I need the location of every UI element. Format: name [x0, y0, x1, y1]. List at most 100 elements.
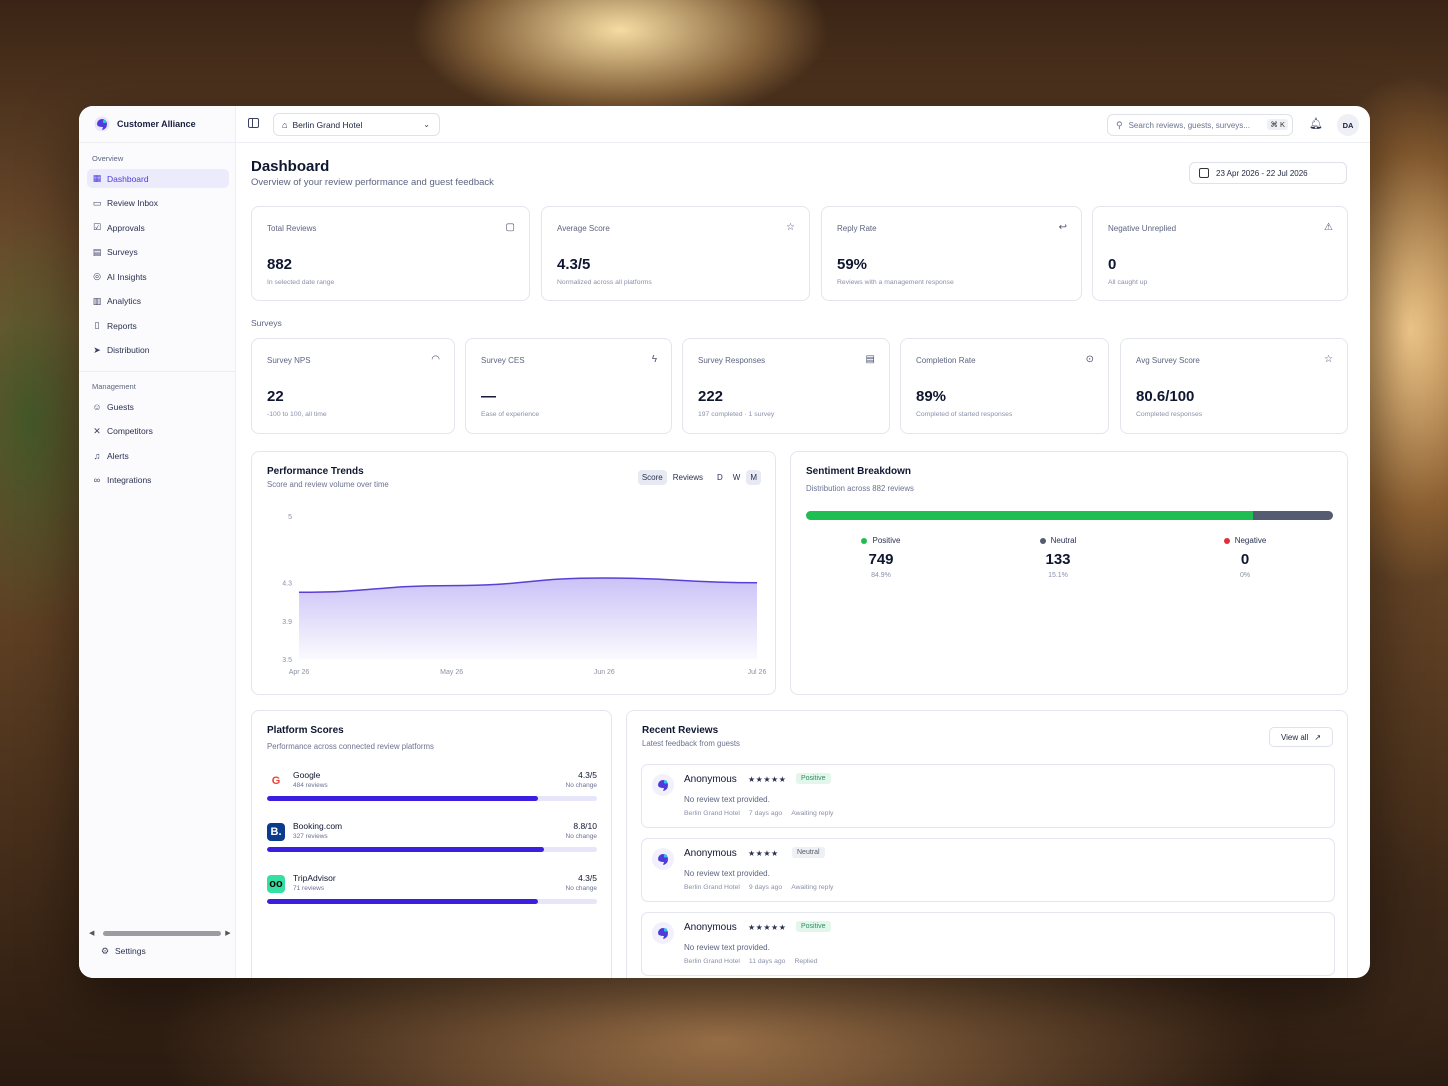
scroll-left-icon[interactable]: ◀: [89, 930, 95, 937]
sentiment-bar: [806, 511, 1333, 520]
sidebar-item-competitors[interactable]: ✕ Competitors: [87, 422, 229, 441]
sentiment-percent: 15.1%: [1048, 572, 1068, 579]
sidebar-item-review-inbox[interactable]: ▭ Review Inbox: [87, 194, 229, 213]
reviewer-avatar-icon: [652, 922, 674, 944]
review-age: 9 days ago: [748, 884, 783, 891]
sidebar-item-label: Competitors: [107, 426, 153, 436]
view-all-button[interactable]: View all ↗: [1269, 727, 1333, 747]
send-icon: ➤: [93, 344, 101, 355]
toggle-reviews[interactable]: Reviews: [672, 473, 703, 482]
sidebar-item-dashboard[interactable]: ▦ Dashboard: [87, 169, 229, 188]
scroll-right-icon[interactable]: ▶: [225, 930, 231, 937]
review-hotel: Berlin Grand Hotel: [684, 884, 740, 891]
sidebar-toggle-icon[interactable]: [248, 118, 259, 128]
x-tick-label: Jul 26: [748, 669, 767, 676]
tripadvisor-logo-icon: oo: [267, 875, 285, 893]
review-meta: Berlin Grand Hotel 7 days ago Awaiting r…: [684, 810, 833, 817]
scroll-thumb[interactable]: [102, 930, 222, 936]
rating-stars-icon: ★★★★: [748, 849, 779, 858]
reviewer-name: Anonymous: [684, 848, 737, 859]
booking-logo-icon: B.: [267, 823, 285, 841]
card-subtitle: Distribution across 882 reviews: [806, 484, 914, 493]
sidebar-item-approvals[interactable]: ☑ Approvals: [87, 218, 229, 237]
stat-sub: -100 to 100, all time: [267, 411, 327, 418]
users-icon: ☺: [92, 401, 102, 412]
stat-label: Total Reviews: [267, 224, 317, 233]
stat-value: 59%: [837, 256, 868, 273]
gauge-icon: ◠: [431, 354, 440, 365]
clipboard-icon: ▤: [92, 246, 102, 257]
sidebar-item-label: Dashboard: [107, 173, 149, 184]
reviewer-name: Anonymous: [684, 774, 737, 785]
sidebar-item-distribution[interactable]: ➤ Distribution: [87, 341, 229, 360]
period-week[interactable]: W: [732, 473, 741, 482]
review-status: Replied: [794, 958, 818, 965]
avatar[interactable]: DA: [1337, 114, 1359, 136]
rating-stars-icon: ★★★★★: [748, 775, 787, 784]
trend-area: [299, 577, 757, 659]
swords-icon: ✕: [93, 425, 101, 436]
stat-value: 89%: [916, 388, 947, 405]
review-item[interactable]: Anonymous ★★★★★ Positive No review text …: [641, 912, 1335, 976]
review-age: 11 days ago: [748, 958, 786, 965]
review-item[interactable]: Anonymous ★★★★★ Positive No review text …: [641, 764, 1335, 828]
sidebar-item-surveys[interactable]: ▤ Surveys: [87, 243, 229, 262]
brand[interactable]: Customer Alliance: [79, 106, 235, 143]
hotel-select[interactable]: ⌂ Berlin Grand Hotel ⌄: [273, 113, 440, 136]
review-age: 7 days ago: [748, 810, 783, 817]
platform-name: TripAdvisor: [293, 873, 336, 883]
sidebar-scrollbar[interactable]: ◀ ▶: [89, 928, 235, 938]
survey-card-nps: Survey NPS ◠ 22 -100 to 100, all time: [251, 338, 455, 434]
period-day[interactable]: D: [716, 473, 723, 482]
sidebar-item-settings[interactable]: ⚙ Settings: [95, 942, 146, 961]
date-range-picker[interactable]: 23 Apr 2026 - 22 Jul 2026: [1189, 162, 1347, 184]
neutral-dot-icon: [1039, 537, 1046, 544]
sidebar-item-reports[interactable]: ▯ Reports: [87, 316, 229, 335]
sidebar-item-guests[interactable]: ☺ Guests: [87, 397, 229, 416]
platform-score-fill: [267, 796, 538, 801]
stat-value: —: [481, 388, 496, 405]
sidebar-item-label: Reports: [107, 320, 137, 331]
external-link-icon: ↗: [1314, 732, 1322, 742]
clipboard-icon: ▤: [865, 354, 875, 365]
period-month[interactable]: M: [746, 470, 761, 485]
y-tick-label: 3.9: [282, 619, 292, 626]
sentiment-percent: 0%: [1239, 572, 1251, 579]
platform-change: No change: [565, 885, 597, 892]
platform-score-fill: [267, 847, 545, 852]
sentiment-badge: Positive: [796, 921, 831, 932]
platform-row-tripadvisor[interactable]: oo TripAdvisor 71 reviews 4.3/5 No chang…: [267, 873, 597, 917]
review-text: No review text provided.: [684, 943, 770, 952]
section-label-surveys: Surveys: [251, 318, 282, 328]
sentiment-neutral: Neutral 133 15.1%: [998, 536, 1118, 579]
toggle-score[interactable]: Score: [637, 470, 667, 485]
link-icon: ∞: [93, 475, 101, 485]
sentiment-value: 749: [868, 551, 894, 568]
platform-score-bar: [267, 847, 597, 852]
platform-row-google[interactable]: G Google 484 reviews 4.3/5 No change: [267, 770, 597, 814]
hotel-select-value: Berlin Grand Hotel: [292, 119, 363, 130]
stat-label: Reply Rate: [837, 224, 877, 233]
search-input[interactable]: ⚲ Search reviews, guests, surveys... ⌘ K: [1107, 114, 1293, 136]
reviewer-avatar-icon: [652, 848, 674, 870]
stat-sub: Ease of experience: [481, 411, 540, 418]
platform-score-bar: [267, 899, 597, 904]
grid-icon: ▦: [92, 173, 102, 183]
stat-value: 0: [1108, 256, 1117, 273]
platform-row-booking[interactable]: B. Booking.com 327 reviews 8.8/10 No cha…: [267, 821, 597, 865]
sidebar-item-ai-insights[interactable]: ◎ AI Insights: [87, 267, 229, 286]
bell-icon: ♫: [93, 450, 101, 461]
brand-logo-icon: [93, 115, 111, 133]
sidebar-item-integrations[interactable]: ∞ Integrations: [87, 471, 229, 490]
sidebar-item-alerts[interactable]: ♫ Alerts: [87, 446, 229, 465]
sentiment-negative: Negative 0 0%: [1185, 536, 1305, 579]
trend-chart[interactable]: 5 4.3 3.9 3.5 Apr 26 May 26 Jun 26 Jul 26: [252, 452, 777, 696]
stat-label: Survey NPS: [267, 356, 311, 365]
bell-icon[interactable]: 🔔︎: [1309, 118, 1323, 130]
sidebar-item-label: Surveys: [107, 247, 138, 257]
platform-count: 484 reviews: [293, 782, 328, 789]
brain-icon: ◎: [93, 271, 101, 281]
reviewer-name: Anonymous: [684, 922, 737, 933]
review-item[interactable]: Anonymous ★★★★ Neutral No review text pr…: [641, 838, 1335, 902]
sidebar-item-analytics[interactable]: ▥ Analytics: [87, 292, 229, 311]
